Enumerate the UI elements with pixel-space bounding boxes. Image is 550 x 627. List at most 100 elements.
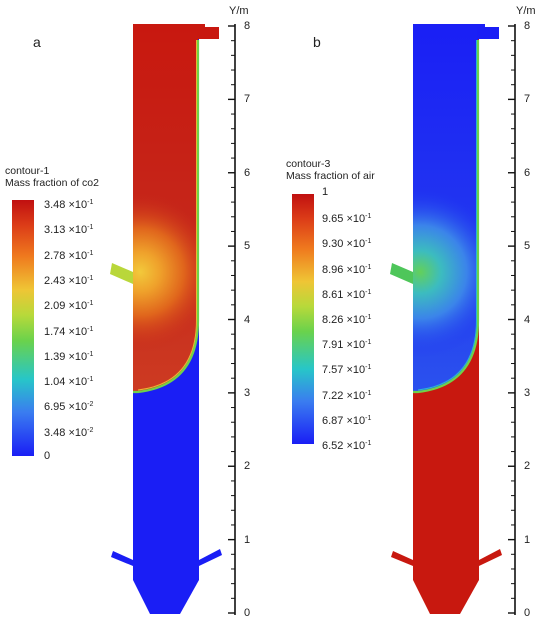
legend-a-label-7: 1.04 ×10-1 xyxy=(44,376,94,389)
reactor-b-nozzle-right xyxy=(479,549,502,566)
axis-b-title: Y/m xyxy=(516,5,536,17)
axis-b-tick-label: 6 xyxy=(524,166,531,179)
axis-b-tick-label: 8 xyxy=(524,20,531,32)
axis-a-tick-label: 3 xyxy=(244,386,251,399)
legend-b-title-line1: contour-3 xyxy=(286,158,331,170)
legend-b-label-3: 8.96 ×10-1 xyxy=(322,263,372,276)
reactor-b-interface xyxy=(413,40,480,394)
legend-b-label-mantissa: 6.52 xyxy=(322,440,344,452)
axis-a-tick-label: 0 xyxy=(244,607,251,619)
axis-b-tick-label: 0 xyxy=(524,607,531,619)
legend-b-label-mantissa: 6.87 xyxy=(322,414,344,427)
axis-b-tick-label: 1 xyxy=(524,533,531,546)
reactor-a-nozzle-left xyxy=(111,551,133,566)
reactor-b-outlet xyxy=(477,27,499,39)
legend-a-label-exponent: -1 xyxy=(87,274,94,282)
legend-b-label-exponent: -1 xyxy=(365,364,372,372)
legend-a-label-exponent: -1 xyxy=(87,224,94,232)
legend-b-label-9: 6.87 ×10-1 xyxy=(322,414,372,427)
legend-b-label-mantissa: 7.57 xyxy=(322,364,344,377)
reactor-b-inlet xyxy=(390,263,413,284)
legend-a-label-mantissa: 3.13 xyxy=(44,224,66,237)
legend-a-label-6: 1.39 ×10-1 xyxy=(44,350,94,363)
reactor-a-outlet xyxy=(197,27,219,39)
legend-b-label-exponent: -1 xyxy=(365,263,372,271)
reactor-a-inlet xyxy=(110,263,133,284)
legend-a-label-mantissa: 2.09 xyxy=(44,300,66,313)
legend-b-label-mantissa: 1 xyxy=(322,186,329,198)
legend-a-label-5: 1.74 ×10-1 xyxy=(44,325,94,338)
panel-b-letter: b xyxy=(313,34,321,50)
legend-a-label-mantissa: 3.48 xyxy=(44,426,66,439)
legend-a-label-exponent: -1 xyxy=(87,199,94,206)
legend-b-title: contour-3 Mass fraction of air xyxy=(286,158,375,182)
legend-a-label-2: 2.78 ×10-1 xyxy=(44,249,94,262)
axis-a-title: Y/m xyxy=(229,5,249,17)
axis-a-tick-label: 8 xyxy=(244,20,251,32)
axis-a-tick-label: 7 xyxy=(244,93,251,106)
legend-a-label-mantissa: 1.74 xyxy=(44,325,66,338)
legend-b-label-mantissa: 7.91 xyxy=(322,339,344,352)
axis-a-tick-label: 4 xyxy=(244,313,251,326)
axis-a-tick-label: 2 xyxy=(244,460,251,473)
legend-b-label-4: 8.61 ×10-1 xyxy=(322,288,372,301)
legend-a-label-exponent: -1 xyxy=(87,300,94,308)
legend-b-label-exponent: -1 xyxy=(365,213,372,221)
legend-b-label-mantissa: 8.96 xyxy=(322,263,344,276)
legend-b-label-1: 9.65 ×10-1 xyxy=(322,213,372,226)
axis-a-tick-label: 5 xyxy=(244,240,251,253)
legend-b-label-7: 7.57 ×10-1 xyxy=(322,364,372,377)
legend-a-label-1: 3.13 ×10-1 xyxy=(44,224,94,237)
reactor-a xyxy=(110,24,222,614)
reactor-a-co2-zone xyxy=(133,24,205,392)
legend-a-label-mantissa: 2.43 xyxy=(44,274,66,287)
legend-b-label-exponent: -1 xyxy=(365,288,372,296)
legend-b-label-exponent: -1 xyxy=(365,238,372,246)
axis-b-tick-label: 3 xyxy=(524,386,531,399)
reactor-a-interface xyxy=(133,40,200,394)
legend-a-title: contour-1 Mass fraction of co2 xyxy=(5,165,99,189)
legend-b-label-exponent: -1 xyxy=(365,414,372,422)
legend-a-label-exponent: -1 xyxy=(87,249,94,257)
legend-a-label-3: 2.43 ×10-1 xyxy=(44,274,94,287)
legend-b-colorbar xyxy=(292,194,314,444)
legend-b-label-exponent: -1 xyxy=(365,339,372,347)
legend-a-label-exponent: -1 xyxy=(87,350,94,358)
axis-b-tick-label: 5 xyxy=(524,240,531,253)
legend-b-label-mantissa: 8.61 xyxy=(322,288,344,301)
legend-a-label-exponent: -1 xyxy=(87,325,94,333)
axis-a-tick-label: 6 xyxy=(244,166,251,179)
reactor-b-nozzle-left xyxy=(391,551,413,566)
legend-a-label-mantissa: 6.95 xyxy=(44,401,66,414)
legend-b-label-8: 7.22 ×10-1 xyxy=(322,389,372,402)
axis-a xyxy=(228,24,236,615)
legend-a-label-exponent: -2 xyxy=(87,426,94,434)
legend-a-label-exponent: -2 xyxy=(87,401,94,409)
legend-a-label-10: 0 xyxy=(44,450,50,462)
axis-a-tick-label: 1 xyxy=(244,533,251,546)
legend-b-label-mantissa: 9.30 xyxy=(322,238,344,251)
legend-a-label-9: 3.48 ×10-2 xyxy=(44,426,94,439)
legend-a-label-0: 3.48 ×10-1 xyxy=(44,199,94,211)
legend-b-title-line2: Mass fraction of air xyxy=(286,170,375,182)
axis-b-tick-label: 2 xyxy=(524,460,531,473)
legend-b-label-exponent: -1 xyxy=(365,389,372,397)
reactor-a-nozzle-right xyxy=(199,549,222,566)
legend-b-label-exponent: -1 xyxy=(365,314,372,321)
legend-a-label-mantissa: 1.39 xyxy=(44,350,66,363)
axis-b xyxy=(508,24,516,615)
legend-b-label-5: 8.26 ×10-1 xyxy=(322,314,372,326)
legend-a-label-mantissa: 2.78 xyxy=(44,249,66,262)
panel-a-letter: a xyxy=(33,34,41,50)
legend-b-label-mantissa: 7.22 xyxy=(322,389,344,402)
legend-a-label-exponent: -1 xyxy=(87,376,94,384)
legend-a-label-mantissa: 1.04 xyxy=(44,376,66,389)
legend-a-label-4: 2.09 ×10-1 xyxy=(44,300,94,313)
legend-a-title-line2: Mass fraction of co2 xyxy=(5,177,99,189)
reactor-b xyxy=(390,24,502,614)
axis-b-tick-label: 7 xyxy=(524,93,531,106)
legend-b-label-10: 6.52 ×10-1 xyxy=(322,440,372,452)
legend-b-label-mantissa: 9.65 xyxy=(322,213,344,226)
legend-b-label-mantissa: 8.26 xyxy=(322,314,344,326)
